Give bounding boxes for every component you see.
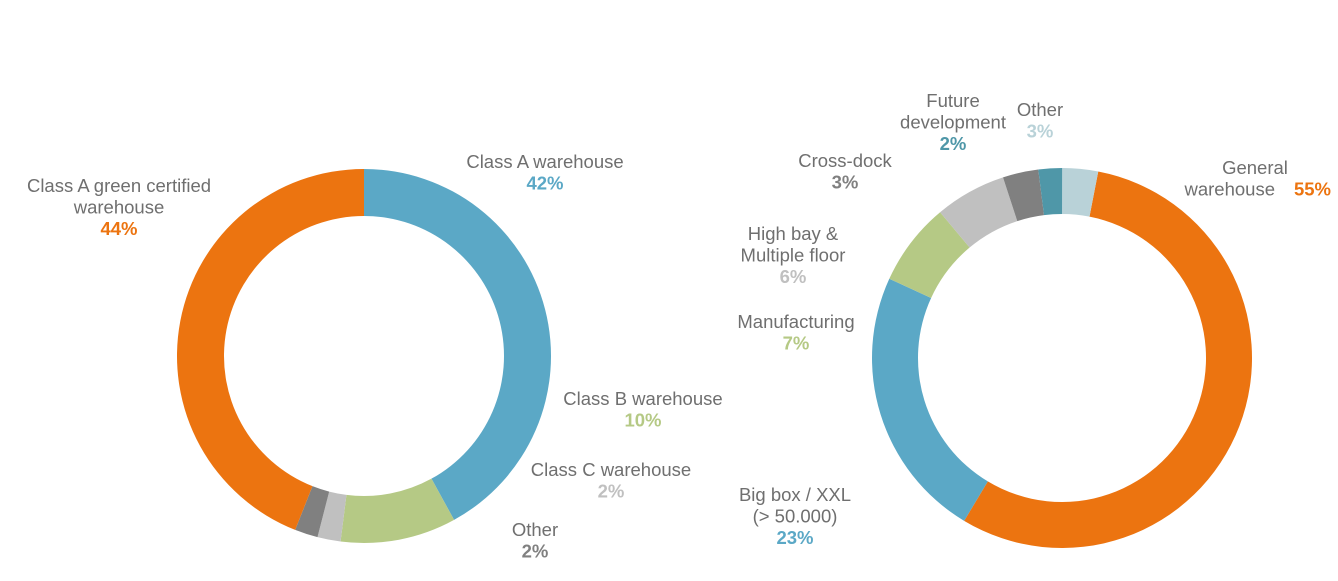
- donut-slice-general-warehouse: [964, 171, 1253, 548]
- donut-slice-future-development: [1038, 167, 1063, 216]
- slice-value-general-warehouse: 55%: [1294, 179, 1331, 200]
- slice-label-future-development: development: [900, 112, 1006, 133]
- slice-value-class-a-warehouse: 42%: [526, 173, 563, 194]
- slice-label-big-box-xxl-50-000: (> 50.000): [753, 506, 838, 527]
- donut-slice-class-a-green-certified-warehouse: [176, 169, 364, 530]
- donut-slice-other: [295, 486, 330, 538]
- slice-label-cross-dock: Cross-dock: [798, 150, 892, 171]
- slice-label-class-c-warehouse: Class C warehouse: [531, 459, 691, 480]
- slice-value-high-bay-multiple-floor: 6%: [780, 266, 807, 287]
- slice-value-class-c-warehouse: 2%: [598, 481, 625, 502]
- slice-value-class-b-warehouse: 10%: [624, 410, 661, 431]
- donut-slice-class-c-warehouse: [317, 491, 347, 542]
- slice-label-class-b-warehouse: Class B warehouse: [563, 388, 722, 409]
- donut-slice-class-a-warehouse: [364, 169, 552, 520]
- donut-slice-other: [1062, 168, 1099, 217]
- slice-value-other: 2%: [522, 541, 549, 562]
- donut-slice-class-b-warehouse: [340, 478, 455, 544]
- slice-label-big-box-xxl-50-000: Big box / XXL: [739, 484, 851, 505]
- slice-label-high-bay-multiple-floor: Multiple floor: [741, 245, 846, 266]
- slice-value-other: 3%: [1027, 121, 1054, 142]
- slice-label-general-warehouse: warehouse: [1183, 179, 1275, 200]
- donut-slice-cross-dock: [1003, 169, 1044, 222]
- slice-label-class-a-warehouse: Class A warehouse: [466, 151, 623, 172]
- donut-slice-big-box-xxl-50-000: [872, 278, 988, 521]
- slice-label-manufacturing: Manufacturing: [737, 311, 854, 332]
- slice-label-other: Other: [1017, 99, 1063, 120]
- slice-label-other: Other: [512, 519, 558, 540]
- slice-label-high-bay-multiple-floor: High bay &: [748, 223, 839, 244]
- donut-slice-high-bay-multiple-floor: [940, 177, 1018, 248]
- slice-value-class-a-green-certified-warehouse: 44%: [100, 218, 137, 239]
- slice-label-general-warehouse: General: [1222, 157, 1288, 178]
- donut-slice-manufacturing: [889, 212, 970, 298]
- slice-label-class-a-green-certified-warehouse: Class A green certified: [27, 175, 211, 196]
- slice-value-big-box-xxl-50-000: 23%: [776, 527, 813, 548]
- slice-label-future-development: Future: [926, 90, 979, 111]
- slice-label-class-a-green-certified-warehouse: warehouse: [73, 197, 165, 218]
- slice-value-future-development: 2%: [940, 133, 967, 154]
- slice-value-manufacturing: 7%: [783, 333, 810, 354]
- slice-value-cross-dock: 3%: [832, 172, 859, 193]
